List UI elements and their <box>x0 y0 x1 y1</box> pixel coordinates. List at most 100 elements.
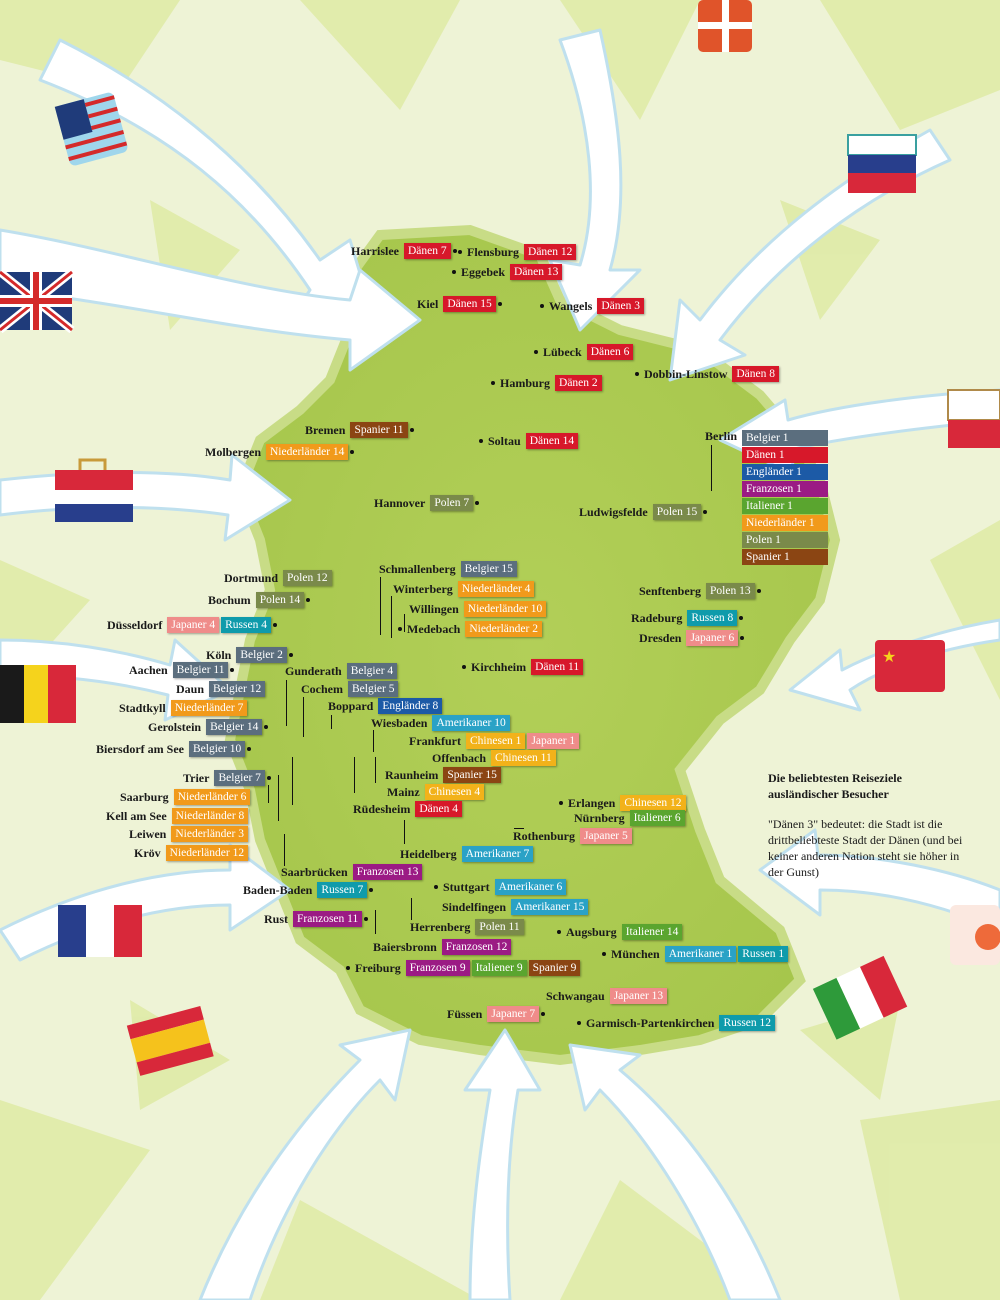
nationality-rank-tag: Niederländer 8 <box>171 808 249 824</box>
city-name: Ludwigsfelde <box>579 504 648 519</box>
city-name: Flensburg <box>467 244 520 259</box>
nationality-rank-tag: Japaner 5 <box>580 828 632 844</box>
city-label: Dortmund Polen 12 <box>221 570 332 586</box>
city-label: Willingen Niederländer 10 <box>406 601 547 617</box>
city-label: Kiel Dänen 15 <box>414 296 504 312</box>
italy-flag-suitcase-icon <box>812 955 908 1040</box>
city-name: Willingen <box>409 601 459 616</box>
city-name: Raunheim <box>385 767 439 782</box>
nationality-rank-tag: Japaner 1 <box>527 733 580 749</box>
city-label: Rust Franzosen 11 <box>261 911 370 927</box>
nationality-rank-tag: Japaner 4 <box>167 617 220 633</box>
connector-line <box>391 596 392 638</box>
city-name: Schmallenberg <box>379 561 456 576</box>
nationality-rank-tag: Franzosen 9 <box>405 960 470 976</box>
nationality-rank-tag: Belgier 10 <box>188 741 246 757</box>
nationality-rank-tag: Niederländer 4 <box>457 581 535 597</box>
city-dot <box>369 888 374 892</box>
city-name: Medebach <box>407 621 461 636</box>
city-name: Aachen <box>129 662 168 677</box>
connector-line <box>514 828 524 829</box>
city-name: Stadtkyll <box>119 700 166 715</box>
city-name: Leiwen <box>129 826 167 841</box>
city-label: Trier Belgier 7 <box>180 770 273 786</box>
nationality-rank-tag: Niederländer 2 <box>465 621 542 637</box>
city-dot <box>479 439 483 443</box>
nationality-rank-tag: Chinesen 1 <box>466 733 526 749</box>
city-label: Medebach Niederländer 2 <box>396 621 542 637</box>
city-name: Füssen <box>447 1006 483 1021</box>
connector-line <box>292 757 293 805</box>
city-dot <box>740 636 745 640</box>
city-name: Gerolstein <box>148 719 202 734</box>
city-label: Senftenberg Polen 13 <box>636 583 763 599</box>
city-dot <box>266 776 271 780</box>
city-label: Biersdorf am See Belgier 10 <box>93 741 253 757</box>
city-dot <box>288 653 293 657</box>
nationality-rank-tag: Dänen 6 <box>586 344 634 360</box>
city-label: Kirchheim Dänen 11 <box>460 659 584 675</box>
city-name: Rust <box>264 911 289 926</box>
city-label: Bochum Polen 14 <box>205 592 312 608</box>
city-dot <box>409 428 414 432</box>
city-name: Wiesbaden <box>371 715 428 730</box>
city-dot <box>398 627 402 631</box>
nationality-rank-tag: Polen 12 <box>283 570 332 586</box>
nationality-rank-tag: Italiener 9 <box>471 960 527 976</box>
nationality-rank-tag: Dänen 12 <box>524 244 577 260</box>
city-name: Berlin <box>705 428 737 443</box>
city-label: Augsburg Italiener 14 <box>555 924 683 940</box>
city-label: Kröv Niederländer 12 <box>131 845 249 861</box>
city-label: Schwangau Japaner 13 <box>543 988 668 1004</box>
nationality-rank-tag: Niederländer 14 <box>266 444 349 460</box>
city-label: Soltau Dänen 14 <box>477 433 579 449</box>
connector-line <box>711 445 712 491</box>
city-name: Eggebek <box>461 264 506 279</box>
connector-line <box>375 910 376 934</box>
nationality-rank-tag: Japaner 7 <box>487 1006 540 1022</box>
nationality-rank-tag: Franzosen 1 <box>742 481 828 497</box>
city-dot <box>491 381 495 385</box>
usa-flag-suitcase-icon <box>54 92 128 166</box>
legend: Die beliebtesten Reiseziele ausländische… <box>768 770 968 880</box>
city-label: Freiburg Franzosen 9 Italiener 9 Spanier 9 <box>344 960 581 976</box>
city-dot <box>462 665 466 669</box>
nationality-rank-tag: Franzosen 13 <box>352 864 423 880</box>
nationality-rank-tag: Spanier 15 <box>443 767 501 783</box>
connector-line <box>404 614 405 632</box>
city-label: Herrenberg Polen 11 <box>407 919 524 935</box>
city-name: München <box>611 946 660 961</box>
nationality-rank-tag: Dänen 2 <box>555 375 602 391</box>
france-flag-suitcase-icon <box>58 905 142 957</box>
city-name: Bochum <box>208 592 251 607</box>
nationality-rank-tag: Amerikaner 10 <box>432 715 510 731</box>
city-name: Nürnberg <box>574 810 625 825</box>
nationality-rank-tag: Italiener 1 <box>742 498 828 514</box>
connector-line <box>286 680 287 726</box>
city-name: Trier <box>183 770 210 785</box>
city-label: Leiwen Niederländer 3 <box>126 826 248 842</box>
city-dot <box>452 249 457 253</box>
connector-line <box>411 898 412 920</box>
city-dot <box>635 372 639 376</box>
nationality-rank-tag: Italiener 6 <box>629 810 685 826</box>
city-label: Stadtkyll Niederländer 7 <box>116 700 248 716</box>
city-name: Hannover <box>374 495 426 510</box>
city-name: Dobbin-Linstow <box>644 366 728 381</box>
city-name: Cochem <box>301 681 343 696</box>
city-label: Baden-Baden Russen 7 <box>240 882 375 898</box>
city-dot <box>577 1021 581 1025</box>
nationality-rank-tag: Chinesen 11 <box>491 750 556 766</box>
city-label: Aachen Belgier 11 <box>126 662 236 678</box>
nationality-rank-tag: Belgier 4 <box>346 663 398 679</box>
nationality-rank-tag: Belgier 12 <box>209 681 266 697</box>
nationality-rank-tag: Japaner 13 <box>609 988 668 1004</box>
city-name: Dortmund <box>224 570 279 585</box>
city-name: Freiburg <box>355 960 401 975</box>
connector-line <box>380 577 381 635</box>
city-label: Düsseldorf Japaner 4 Russen 4 <box>104 617 279 633</box>
nationality-rank-tag: Dänen 13 <box>510 264 563 280</box>
nationality-rank-tag: Niederländer 6 <box>173 789 251 805</box>
